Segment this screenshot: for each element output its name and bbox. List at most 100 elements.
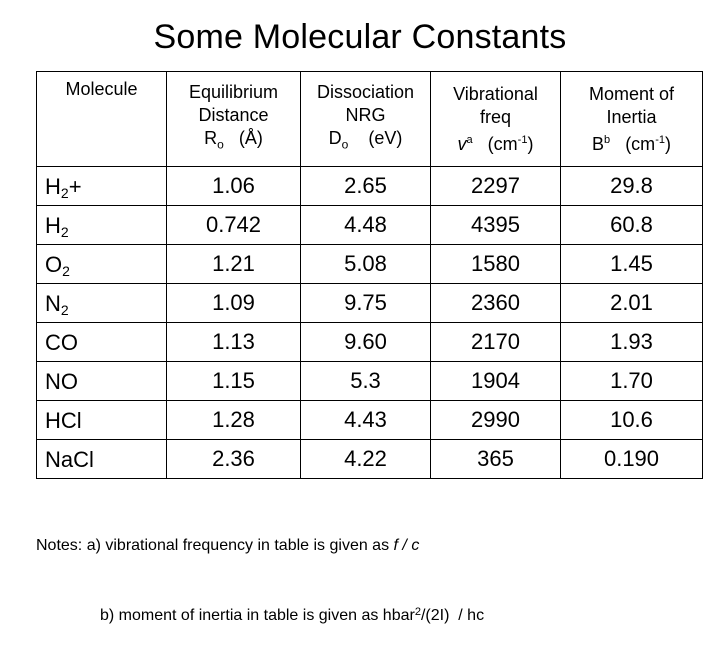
header-inertia-line2: Inertia	[606, 106, 657, 127]
dissociation-cell: 9.60	[300, 322, 431, 362]
header-molecule: Molecule	[36, 71, 167, 167]
vibrational-footnote-mark: a	[466, 133, 473, 146]
molecule-cell: CO	[36, 322, 167, 362]
table-header-row: Molecule Equilibrium Distance Ro (Å) Dis…	[36, 71, 703, 167]
inertia-unit-close: )	[664, 133, 671, 154]
vibrational-cell: 2170	[430, 322, 561, 362]
molecule-subscript: 2	[60, 224, 69, 240]
dissociation-cell: 2.65	[300, 166, 431, 206]
vibrational-unit: (cm	[487, 133, 518, 154]
header-vibrational-units: va (cm-1)	[431, 129, 560, 156]
distance-cell: 1.06	[166, 166, 301, 206]
inertia-symbol: B	[592, 133, 605, 154]
dissociation-cell: 4.48	[300, 205, 431, 245]
dissociation-cell: 5.08	[300, 244, 431, 284]
table-row: H2 0.742 4.48 4395 60.8	[36, 205, 703, 245]
header-dissociation-units: Do (eV)	[301, 127, 430, 157]
vibrational-unit-close: )	[527, 133, 534, 154]
note-a: Notes: a) vibrational frequency in table…	[36, 535, 484, 557]
vibrational-cell: 1580	[430, 244, 561, 284]
dissociation-cell: 5.3	[300, 361, 431, 401]
header-distance-line2: Distance	[198, 105, 269, 126]
dissociation-cell: 4.22	[300, 439, 431, 479]
distance-cell: 2.36	[166, 439, 301, 479]
molecule-cell: HCl	[36, 400, 167, 440]
vibrational-cell: 4395	[430, 205, 561, 245]
note-b-formula: /(2I) / hc	[420, 607, 485, 624]
header-inertia-units: Bb (cm-1)	[561, 129, 702, 156]
notes: Notes: a) vibrational frequency in table…	[36, 491, 484, 649]
header-distance: Equilibrium Distance Ro (Å)	[166, 71, 301, 167]
table-row: H2+ 1.06 2.65 2297 29.8	[36, 166, 703, 206]
molecule-subscript: 2	[60, 302, 69, 318]
inertia-cell: 10.6	[560, 400, 703, 440]
inertia-cell: 60.8	[560, 205, 703, 245]
header-molecule-label: Molecule	[65, 79, 138, 99]
molecule-cell: O2	[36, 244, 167, 284]
header-inertia-line1: Moment of	[588, 83, 675, 104]
distance-unit: (Å)	[238, 128, 263, 149]
table-row: O2 1.21 5.08 1580 1.45	[36, 244, 703, 284]
vibrational-cell: 1904	[430, 361, 561, 401]
distance-symbol: R	[204, 128, 218, 149]
vibrational-cell: 2990	[430, 400, 561, 440]
molecule-cell: H2	[36, 205, 167, 245]
inertia-unit: (cm	[625, 133, 656, 154]
header-dissociation: Dissociation NRG Do (eV)	[300, 71, 431, 167]
molecule-name: NO	[45, 369, 78, 394]
dissociation-symbol: D	[328, 128, 342, 149]
inertia-cell: 1.70	[560, 361, 703, 401]
dissociation-subscript: o	[341, 137, 349, 152]
inertia-cell: 1.45	[560, 244, 703, 284]
vibrational-cell: 2297	[430, 166, 561, 206]
header-distance-units: Ro (Å)	[167, 127, 300, 157]
table-row: N2 1.09 9.75 2360 2.01	[36, 283, 703, 323]
distance-cell: 1.21	[166, 244, 301, 284]
table-row: NO 1.15 5.3 1904 1.70	[36, 361, 703, 401]
note-b-text: b) moment of inertia in table is given a…	[100, 607, 415, 624]
dissociation-cell: 4.43	[300, 400, 431, 440]
table-row: NaCl 2.36 4.22 365 0.190	[36, 439, 703, 479]
distance-subscript: o	[217, 137, 224, 152]
vibrational-symbol: v	[457, 133, 467, 154]
header-dissociation-line2: NRG	[345, 105, 386, 126]
molecule-name: NaCl	[45, 447, 94, 472]
molecule-charge: +	[68, 174, 82, 199]
distance-cell: 1.15	[166, 361, 301, 401]
molecule-name: CO	[45, 330, 78, 355]
distance-cell: 1.13	[166, 322, 301, 362]
header-inertia: Moment of Inertia Bb (cm-1)	[560, 71, 703, 167]
molecule-cell: N2	[36, 283, 167, 323]
vibrational-cell: 365	[430, 439, 561, 479]
header-distance-line1: Equilibrium	[188, 82, 279, 103]
molecule-cell: H2+	[36, 166, 167, 206]
molecule-name: H	[45, 213, 61, 238]
molecule-name: O	[45, 252, 63, 277]
dissociation-unit: (eV)	[368, 128, 403, 149]
inertia-footnote-mark: b	[604, 133, 611, 146]
inertia-cell: 29.8	[560, 166, 703, 206]
dissociation-cell: 9.75	[300, 283, 431, 323]
molecule-name: N	[45, 291, 61, 316]
molecule-subscript: 2	[60, 185, 69, 201]
header-vibrational-line2: freq	[479, 106, 512, 127]
inertia-cell: 2.01	[560, 283, 703, 323]
molecular-constants-table: Molecule Equilibrium Distance Ro (Å) Dis…	[36, 71, 703, 479]
molecule-cell: NO	[36, 361, 167, 401]
header-vibrational: Vibrational freq va (cm-1)	[430, 71, 561, 167]
distance-cell: 1.28	[166, 400, 301, 440]
molecule-name: H	[45, 174, 61, 199]
header-dissociation-line1: Dissociation	[316, 82, 415, 103]
note-b: b) moment of inertia in table is given a…	[36, 601, 484, 627]
vibrational-unit-exponent: -1	[517, 133, 528, 146]
vibrational-cell: 2360	[430, 283, 561, 323]
inertia-cell: 0.190	[560, 439, 703, 479]
table-row: HCl 1.28 4.43 2990 10.6	[36, 400, 703, 440]
header-vibrational-line1: Vibrational	[453, 83, 538, 104]
distance-cell: 0.742	[166, 205, 301, 245]
page-title: Some Molecular Constants	[153, 18, 567, 56]
molecule-cell: NaCl	[36, 439, 167, 479]
molecule-name: HCl	[45, 408, 82, 433]
inertia-cell: 1.93	[560, 322, 703, 362]
molecule-subscript: 2	[62, 263, 70, 279]
